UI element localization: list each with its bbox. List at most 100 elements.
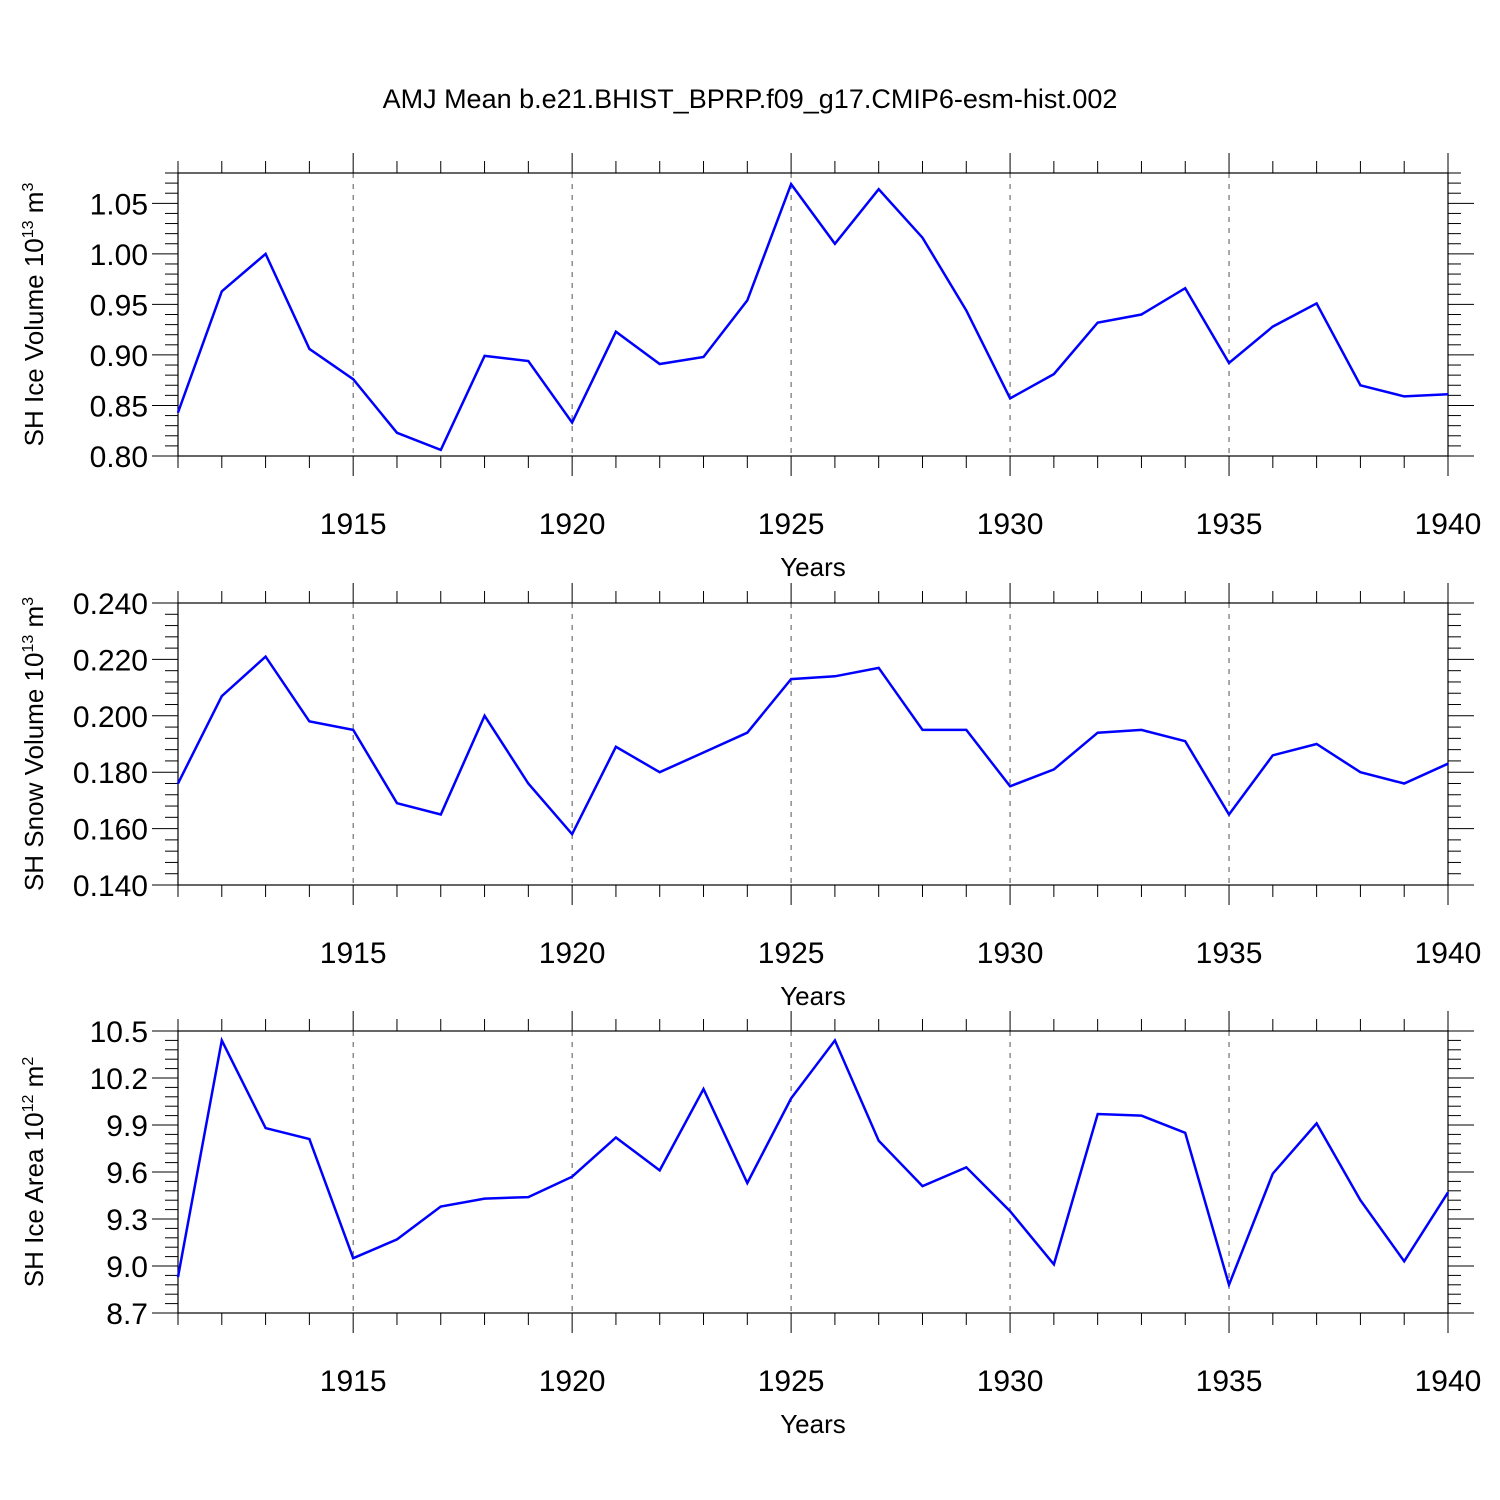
data-point [1315,1122,1318,1125]
data-point [921,1185,924,1187]
data-point [264,655,267,658]
x-tick-label: 1930 [977,508,1044,541]
data-point [790,183,792,185]
data-point [877,188,880,190]
y-tick-label: 0.160 [73,814,148,847]
data-point [439,813,442,816]
data-point [308,348,311,350]
y-tick-label: 0.90 [90,340,148,373]
data-point [658,771,661,773]
y-tick-label: 0.85 [90,390,148,423]
data-point [1359,384,1362,387]
x-axis-title: Years [780,552,846,582]
data-point [1009,1210,1011,1212]
data-point [615,1136,617,1139]
y-tick-label: 0.140 [73,870,148,903]
data-point [921,729,924,731]
data-point [834,675,836,678]
data-point [1403,782,1406,785]
data-point [877,667,880,669]
data-point [177,411,179,414]
data-point [965,309,968,312]
data-point [790,1097,792,1100]
data-point [1315,302,1318,305]
data-point [220,1039,223,1042]
data-point [746,731,749,734]
y-tick-label: 1.00 [90,239,148,272]
y-tick-label: 0.240 [73,588,148,621]
x-tick-label: 1935 [1196,508,1263,541]
y-tick-label: 0.200 [73,701,148,734]
chart-panel-2: 0.140 0.160 0.180 0.200 0.220 0.240 1915 1920 19… [19,583,1481,1011]
data-point [483,355,486,357]
chart-panel-1: 0.80 0.85 0.90 0.95 1.00 1.05 1915 1920 1925 1930… [19,153,1481,582]
data-point [352,1257,354,1259]
data-point [1009,397,1011,400]
x-tick-label: 1940 [1415,508,1482,541]
x-tick-label: 1930 [977,937,1044,970]
data-point [834,1039,836,1042]
data-point [1359,1199,1362,1201]
data-point [1315,743,1318,745]
data-point [702,751,705,754]
data-point [1009,785,1011,788]
x-axis-title: Years [780,981,846,1011]
data-point [527,782,530,785]
x-tick-label: 1920 [539,937,606,970]
data-point [1228,1284,1230,1286]
series-line [176,1036,1450,1289]
data-point [702,356,705,358]
data-point [877,1139,880,1142]
data-point [746,1182,749,1184]
data-point [483,715,486,717]
data-point [965,729,968,731]
data-point [1272,754,1274,757]
data-point [1447,1191,1449,1194]
data-point [1053,1263,1055,1266]
x-tick-label: 1920 [539,508,606,541]
x-tick-label: 1920 [539,1365,606,1398]
data-point [571,1175,573,1178]
y-tick-label: 10.2 [90,1063,148,1096]
data-point [746,299,749,302]
y-tick-label: 0.180 [73,757,148,790]
x-tick-label: 1930 [977,1365,1044,1398]
data-point [921,236,924,239]
x-tick-label: 1915 [320,937,387,970]
data-point [1359,771,1362,773]
x-tick-label: 1925 [758,508,825,541]
series-line [176,181,1449,452]
chart-title: AMJ Mean b.e21.BHIST_BPRP.f09_g17.CMIP6-… [382,84,1118,114]
x-tick-label: 1915 [320,1365,387,1398]
data-point [965,1166,968,1169]
data-point [1403,1260,1406,1263]
data-point [571,833,573,836]
data-point [790,678,792,680]
data-point [1184,1132,1187,1134]
data-point [571,421,573,424]
data-point [1140,313,1143,316]
y-tick-label: 9.6 [106,1157,148,1190]
data-point [352,729,354,731]
data-point [439,449,442,451]
data-point [1096,321,1099,324]
data-point [308,1138,311,1140]
data-point [658,363,661,365]
data-point [615,330,617,333]
x-tick-label: 1940 [1415,1365,1482,1398]
data-point [439,1205,442,1208]
x-tick-label: 1925 [758,1365,825,1398]
data-point [1053,373,1055,375]
data-point [1096,731,1099,734]
data-point [658,1169,661,1172]
data-point [1140,729,1143,731]
data-point [220,290,223,293]
data-point [396,431,398,434]
y-tick-label: 0.220 [73,644,148,677]
y-tick-label: 0.95 [90,289,148,322]
data-point [396,802,398,805]
data-point [1228,813,1230,816]
x-tick-label: 1940 [1415,937,1482,970]
y-tick-label: 9.3 [106,1204,148,1237]
